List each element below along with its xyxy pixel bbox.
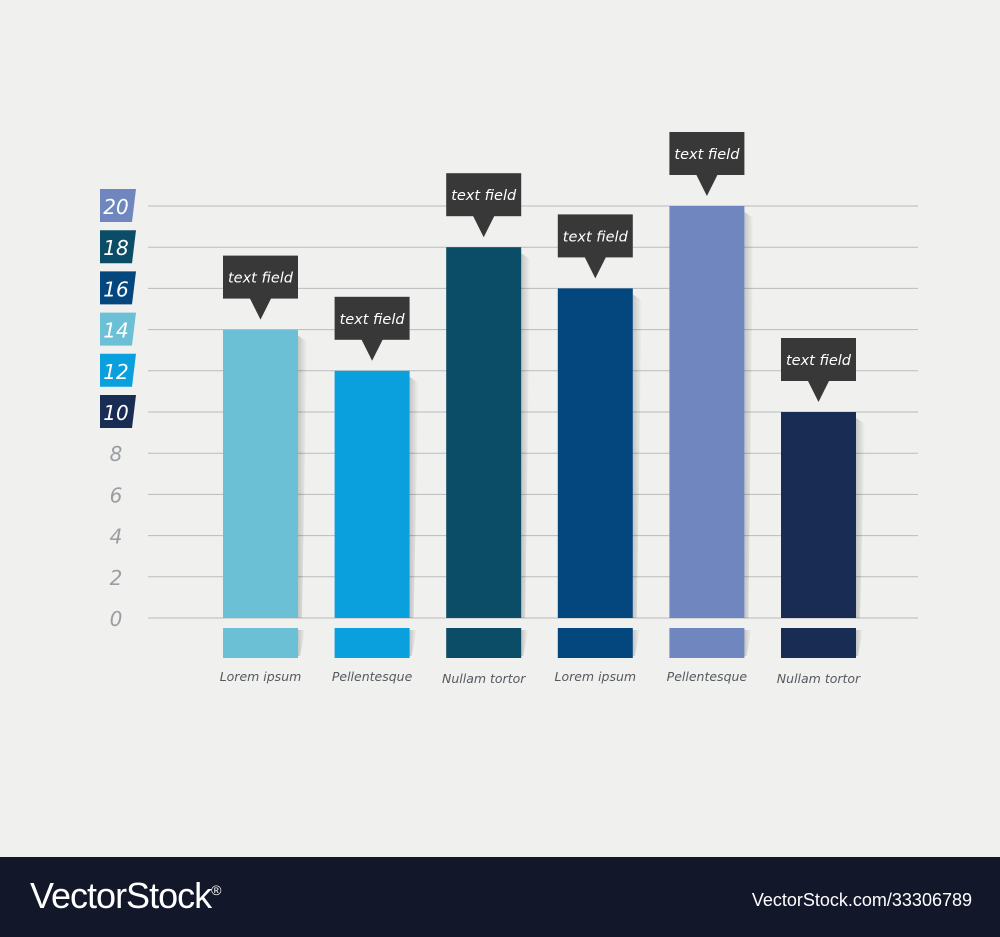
- bar: [334, 370, 410, 618]
- bar: [669, 206, 745, 618]
- bar-base-shadow: [856, 630, 863, 656]
- bar-base-tab: [781, 628, 856, 658]
- x-tick-label: Pellentesque: [667, 669, 748, 684]
- watermark-bar: VectorStock® VectorStock.com/33306789: [0, 857, 1000, 937]
- y-tick-box: [100, 353, 136, 387]
- callout-label: text field: [674, 147, 740, 163]
- callout-pointer: [807, 380, 830, 402]
- y-tick-label: 16: [103, 277, 128, 301]
- y-tick-label: 14: [103, 319, 128, 343]
- bar-shadow: [521, 253, 531, 618]
- y-tick-box: [100, 271, 136, 305]
- watermark-registered: ®: [211, 882, 221, 898]
- x-tick-label: Nullam tortor: [442, 671, 526, 686]
- bar: [557, 288, 633, 618]
- bar-base-tab: [669, 628, 745, 658]
- y-tick-label: 2: [110, 566, 123, 590]
- x-tick-label: Lorem ipsum: [220, 669, 302, 684]
- callout-pointer: [695, 174, 718, 196]
- callout-label: text field: [228, 271, 294, 287]
- callout-bubble: [557, 214, 633, 258]
- callout-pointer: [249, 297, 272, 320]
- callout-bubble: [223, 255, 298, 299]
- y-tick-label: 0: [110, 607, 123, 631]
- y-tick-box: [100, 312, 136, 346]
- bar-base-shadow: [298, 630, 305, 656]
- bar: [223, 329, 298, 618]
- callout-label: text field: [786, 353, 852, 369]
- y-tick-label: 8: [110, 442, 123, 466]
- callout-bubble: [446, 173, 522, 217]
- bar-base-tab: [223, 628, 298, 658]
- y-tick-label: 12: [103, 360, 128, 384]
- y-tick-box: [100, 395, 136, 428]
- chart-area: 0 2 4 6 8 10 12 14 16 18 20 text field text field te…: [100, 132, 918, 686]
- watermark-brand: VectorStock: [30, 875, 212, 916]
- callout-bubble: [781, 338, 856, 381]
- callout-pointer: [472, 215, 495, 238]
- y-tick-label: 10: [103, 401, 128, 425]
- bar-base-shadow: [409, 630, 417, 656]
- x-axis-labels: Lorem ipsum Pellentesque Nullam tortor Lore…: [220, 669, 861, 686]
- bar-base-shadow: [521, 630, 529, 656]
- callout-pointer: [361, 338, 384, 361]
- x-tick-label: Lorem ipsum: [554, 669, 636, 684]
- x-tick-label: Nullam tortor: [777, 671, 861, 686]
- y-tick-label: 6: [110, 483, 123, 507]
- bar-base-tab: [334, 628, 410, 658]
- bar-base-tab: [557, 628, 633, 658]
- bar-base-shadow: [632, 630, 640, 656]
- bar-shadow: [409, 376, 419, 618]
- bar: [781, 412, 856, 618]
- callouts: text field text field text field text field…: [223, 132, 856, 402]
- y-tick-label: 20: [103, 195, 128, 219]
- callout-pointer: [584, 256, 607, 279]
- y-tick-box: [100, 230, 136, 264]
- bar-shadow: [856, 418, 865, 618]
- callout-label: text field: [340, 312, 406, 328]
- bar-base-tab: [446, 628, 522, 658]
- bar-shadow: [632, 294, 642, 618]
- y-axis-ticks: 0 2 4 6 8 10 12 14 16 18 20: [100, 189, 136, 631]
- callout-bubble: [669, 132, 745, 175]
- bar-base-shadow: [744, 630, 752, 656]
- y-tick-label: 4: [110, 525, 123, 549]
- watermark-url: VectorStock.com/33306789: [751, 890, 972, 910]
- bar: [446, 247, 522, 618]
- bars: [223, 206, 865, 658]
- watermark-logo: VectorStock®: [30, 875, 221, 917]
- callout-label: text field: [451, 188, 517, 204]
- x-tick-label: Pellentesque: [332, 669, 413, 684]
- callout-bubble: [334, 296, 410, 340]
- y-tick-label: 18: [103, 236, 128, 260]
- bar-shadow: [298, 335, 307, 618]
- bar-shadow: [744, 212, 754, 618]
- y-tick-box: [100, 189, 136, 222]
- callout-label: text field: [563, 229, 629, 245]
